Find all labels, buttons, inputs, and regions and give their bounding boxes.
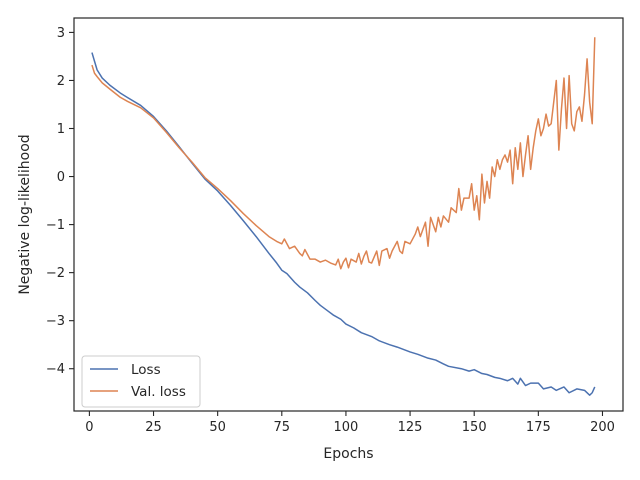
x-tick-label: 200 <box>590 420 615 435</box>
legend: Loss Val. loss <box>81 355 201 408</box>
y-axis-ticks: −4 −3 −2 −1 0 1 2 3 <box>46 26 74 377</box>
x-tick-label: 75 <box>274 420 291 435</box>
x-axis-label: Epochs <box>323 446 373 462</box>
x-tick-label: 150 <box>462 420 487 435</box>
y-tick-label: −3 <box>46 314 65 329</box>
y-tick-label: −2 <box>46 266 65 281</box>
x-tick-label: 0 <box>85 420 93 435</box>
y-tick-label: 0 <box>57 170 65 185</box>
plot-frame <box>73 17 624 412</box>
y-tick-label: 3 <box>57 26 65 41</box>
x-tick-label: 50 <box>209 420 226 435</box>
x-tick-label: 100 <box>334 420 359 435</box>
x-tick-label: 175 <box>526 420 551 435</box>
y-tick-label: 2 <box>57 74 65 89</box>
legend-label: Loss <box>131 362 161 378</box>
y-tick-label: −1 <box>46 218 65 233</box>
legend-label: Val. loss <box>131 384 186 400</box>
x-axis-ticks: 0 25 50 75 100 125 150 175 200 <box>85 411 615 435</box>
x-tick-label: 25 <box>145 420 162 435</box>
x-tick-label: 125 <box>398 420 423 435</box>
y-tick-label: −4 <box>46 362 65 377</box>
series-layer <box>91 37 596 396</box>
y-tick-label: 1 <box>57 122 65 137</box>
series-line-val-loss <box>91 37 596 270</box>
y-axis-label: Negative log-likelihood <box>17 134 33 294</box>
